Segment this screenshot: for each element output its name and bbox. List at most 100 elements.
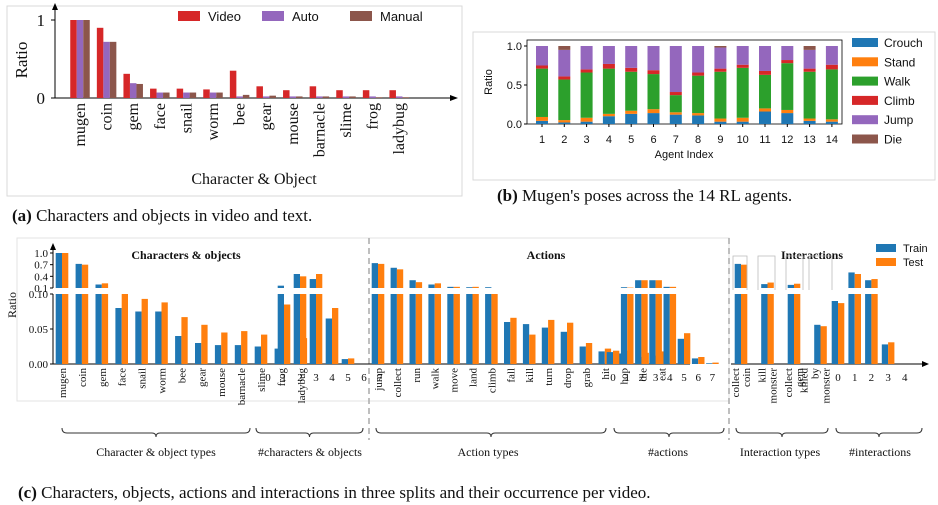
bar-climb-3 bbox=[580, 69, 593, 73]
bar-stand-5 bbox=[625, 110, 638, 114]
bar-test-run-upper bbox=[415, 282, 423, 288]
bar-test-0 bbox=[613, 350, 620, 364]
bar-train-mugen bbox=[55, 294, 62, 364]
x-tick-label-hit: hit bbox=[600, 368, 612, 380]
bar-test-3 bbox=[888, 342, 895, 364]
bar-test-bee bbox=[181, 317, 188, 364]
y-tick-label: 0.00 bbox=[29, 359, 49, 371]
bar-walk-14 bbox=[825, 69, 838, 120]
bar-jump-14 bbox=[825, 46, 838, 65]
legend-swatch-jump bbox=[852, 115, 878, 125]
bar-stand-14 bbox=[825, 119, 838, 122]
bar-train-7 bbox=[706, 363, 713, 364]
bar-climb-13 bbox=[803, 68, 816, 72]
caption-c-text: Characters, objects, actions and interac… bbox=[41, 483, 651, 502]
caption-a: (a) Characters and objects in video and … bbox=[12, 206, 312, 226]
bar-test-coin-upper bbox=[81, 264, 89, 288]
bar-train-fall bbox=[504, 322, 511, 364]
x-tick-label-8: 8 bbox=[695, 134, 701, 146]
bar-manual-mugen bbox=[83, 20, 90, 98]
x-tick-label-collect-coin: coin bbox=[741, 368, 753, 387]
x-tick-label-characters-objects-1: 1 bbox=[281, 372, 287, 384]
bar-walk-1 bbox=[536, 68, 548, 117]
x-tick-label-frog: frog bbox=[276, 368, 288, 387]
bar-test-7 bbox=[712, 362, 719, 364]
x-tick-label-killed-by-monster: by bbox=[810, 368, 822, 380]
x-tick-label-killed-by-monster: killed bbox=[799, 368, 811, 394]
bar-video-mouse bbox=[283, 90, 290, 98]
bar-test-coin bbox=[81, 294, 89, 364]
bar-test-land bbox=[472, 294, 479, 364]
group-label-character-object-types: Character & object types bbox=[96, 445, 216, 459]
bar-test-collect-gem bbox=[794, 294, 801, 364]
bar-test-kill bbox=[529, 334, 536, 364]
bar-walk-9 bbox=[714, 71, 727, 119]
brace-character-object-types bbox=[61, 427, 251, 438]
bar-walk-8 bbox=[692, 75, 705, 114]
bar-test-5 bbox=[348, 358, 355, 364]
bar-walk-10 bbox=[736, 67, 749, 118]
bar-train-collect-upper bbox=[390, 267, 397, 288]
legend-swatch-climb bbox=[852, 95, 878, 105]
bar-video-gem bbox=[123, 73, 130, 98]
x-tick-label-14: 14 bbox=[826, 134, 838, 146]
bar-test-killed-by-monster bbox=[820, 326, 827, 364]
bar-train-4 bbox=[325, 318, 332, 364]
x-axis-label: Agent Index bbox=[655, 149, 714, 161]
bar-train-turn bbox=[541, 327, 549, 364]
x-tick-label-turn: turn bbox=[543, 368, 555, 386]
bar-train-3 bbox=[309, 294, 316, 364]
bar-test-3-upper bbox=[316, 274, 323, 288]
x-tick-label-run: run bbox=[411, 368, 423, 383]
bar-test-gem bbox=[101, 294, 109, 364]
x-tick-label-mouse: mouse bbox=[216, 368, 228, 397]
bar-test-face bbox=[121, 294, 128, 364]
bar-train-bee bbox=[175, 336, 182, 364]
bar-train-2-upper bbox=[293, 274, 300, 288]
x-tick-label-face: face bbox=[152, 103, 169, 130]
x-tick-label-characters-objects-0: 0 bbox=[265, 372, 271, 384]
bar-train-jump bbox=[371, 294, 378, 364]
legend-label-test: Test bbox=[903, 257, 923, 269]
x-tick-label-interactions-0: 0 bbox=[835, 372, 841, 384]
legend-label-die: Die bbox=[884, 133, 902, 147]
bar-test-5 bbox=[684, 333, 691, 364]
bar-test-run bbox=[415, 294, 423, 364]
bar-train-collect-coin bbox=[734, 294, 741, 364]
bar-climb-10 bbox=[736, 64, 749, 68]
y-axis-label: Ratio bbox=[5, 292, 19, 318]
caption-b: (b) Mugen's poses across the 14 RL agent… bbox=[497, 186, 792, 206]
x-tick-label-bee: bee bbox=[232, 103, 249, 125]
x-tick-label-die: die bbox=[638, 368, 650, 382]
bar-video-coin bbox=[96, 27, 104, 98]
plot-frame bbox=[526, 39, 843, 125]
bar-test-mouse bbox=[221, 332, 228, 364]
legend-swatch-train bbox=[876, 244, 896, 252]
bar-climb-12 bbox=[781, 60, 794, 64]
bar-test-3 bbox=[316, 294, 323, 364]
bar-train-mouse bbox=[214, 345, 222, 364]
panel-title-actions: Actions bbox=[527, 248, 566, 262]
x-tick-label-snail: snail bbox=[178, 102, 195, 133]
x-tick-label-collect: collect bbox=[392, 368, 404, 397]
x-tick-label-7: 7 bbox=[673, 134, 679, 146]
bar-test-mugen bbox=[62, 294, 69, 364]
bar-crouch-1 bbox=[536, 120, 548, 124]
bar-manual-mouse bbox=[296, 96, 303, 98]
panel-title-characters-objects: Characters & objects bbox=[131, 248, 241, 262]
bar-stand-3 bbox=[580, 117, 593, 122]
x-axis-arrow bbox=[922, 361, 929, 367]
bar-jump-13 bbox=[803, 49, 816, 69]
bar-climb-9 bbox=[714, 68, 727, 72]
y-axis-arrow bbox=[52, 3, 58, 10]
bar-manual-snail bbox=[189, 92, 197, 98]
bar-stand-6 bbox=[647, 109, 660, 114]
x-tick-label-frog: frog bbox=[365, 103, 382, 130]
bar-train-drop bbox=[560, 331, 567, 364]
bar-test-2 bbox=[871, 294, 878, 364]
x-tick-label-ladybug: ladybug bbox=[391, 103, 408, 155]
bar-jump-7 bbox=[669, 46, 682, 93]
x-tick-label-coin: coin bbox=[99, 103, 116, 131]
bar-train-snail bbox=[135, 311, 142, 364]
x-tick-label-actions-4: 4 bbox=[667, 372, 673, 384]
